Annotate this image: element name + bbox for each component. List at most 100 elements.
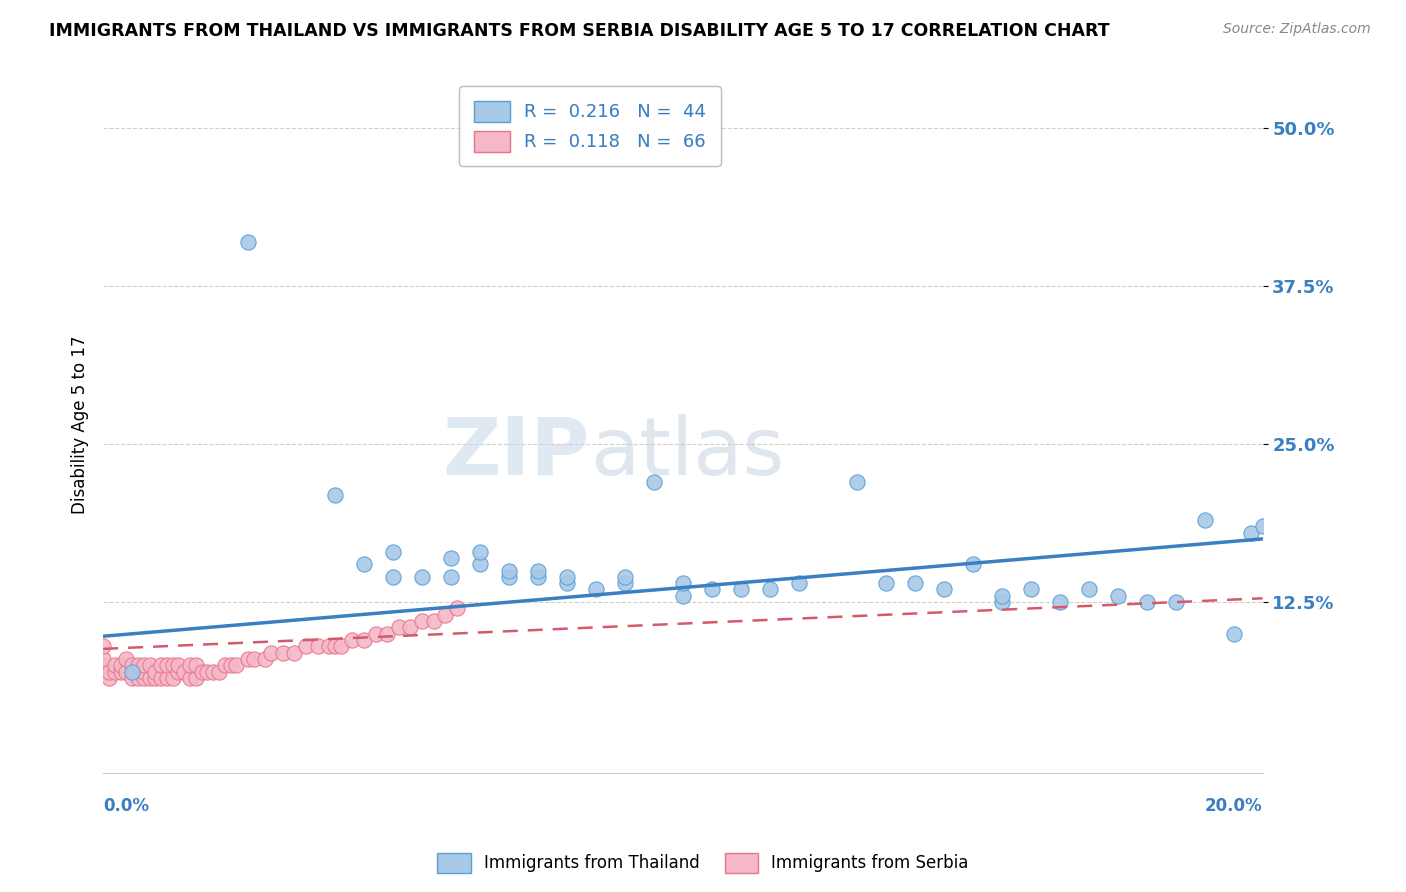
Point <box>121 665 143 679</box>
Point <box>143 665 166 679</box>
Point <box>672 576 695 591</box>
Point <box>121 671 143 685</box>
Point <box>468 557 491 571</box>
Point <box>115 652 138 666</box>
Point <box>845 475 868 489</box>
Point <box>498 564 520 578</box>
Point <box>127 671 149 685</box>
Point <box>613 576 636 591</box>
Point <box>1136 595 1159 609</box>
Point <box>318 640 340 654</box>
Point <box>127 658 149 673</box>
Point <box>1164 595 1187 609</box>
Point <box>434 607 457 622</box>
Point <box>555 570 578 584</box>
Point <box>323 488 346 502</box>
Point <box>91 640 114 654</box>
Point <box>173 665 195 679</box>
Point <box>1019 582 1042 597</box>
Point <box>208 665 231 679</box>
Point <box>179 671 201 685</box>
Point <box>115 665 138 679</box>
Point <box>156 671 179 685</box>
Point <box>91 658 114 673</box>
Point <box>613 570 636 584</box>
Point <box>1049 595 1071 609</box>
Point <box>138 658 160 673</box>
Point <box>150 658 173 673</box>
Point <box>225 658 247 673</box>
Point <box>440 550 463 565</box>
Point <box>643 475 665 489</box>
Point <box>411 614 433 628</box>
Point <box>875 576 897 591</box>
Point <box>388 620 411 634</box>
Point <box>132 658 155 673</box>
Point <box>214 658 236 673</box>
Y-axis label: Disability Age 5 to 17: Disability Age 5 to 17 <box>72 336 89 515</box>
Point <box>527 564 550 578</box>
Point <box>104 658 127 673</box>
Text: Source: ZipAtlas.com: Source: ZipAtlas.com <box>1223 22 1371 37</box>
Point <box>585 582 607 597</box>
Point <box>375 626 398 640</box>
Point <box>1194 513 1216 527</box>
Point <box>468 544 491 558</box>
Point <box>962 557 984 571</box>
Point <box>446 601 468 615</box>
Point <box>1107 589 1129 603</box>
Point <box>904 576 927 591</box>
Point <box>184 658 207 673</box>
Point <box>167 658 190 673</box>
Point <box>162 671 184 685</box>
Point <box>323 640 346 654</box>
Point <box>243 652 266 666</box>
Point <box>236 652 259 666</box>
Point <box>143 671 166 685</box>
Point <box>219 658 242 673</box>
Point <box>422 614 444 628</box>
Point <box>271 646 294 660</box>
Point <box>254 652 277 666</box>
Text: 20.0%: 20.0% <box>1205 797 1263 815</box>
Point <box>110 658 132 673</box>
Point <box>167 665 190 679</box>
Point <box>295 640 318 654</box>
Point <box>399 620 422 634</box>
Point <box>990 595 1012 609</box>
Point <box>759 582 782 597</box>
Point <box>91 665 114 679</box>
Point <box>990 589 1012 603</box>
Point <box>132 665 155 679</box>
Point <box>236 235 259 249</box>
Legend: R =  0.216   N =  44, R =  0.118   N =  66: R = 0.216 N = 44, R = 0.118 N = 66 <box>460 87 721 166</box>
Point <box>382 570 405 584</box>
Point <box>1077 582 1099 597</box>
Point <box>932 582 955 597</box>
Point <box>97 671 120 685</box>
Point <box>411 570 433 584</box>
Point <box>110 665 132 679</box>
Point <box>1240 525 1263 540</box>
Point <box>353 557 375 571</box>
Point <box>138 671 160 685</box>
Point <box>342 633 364 648</box>
Point <box>91 658 114 673</box>
Point <box>700 582 723 597</box>
Point <box>179 658 201 673</box>
Point <box>440 570 463 584</box>
Point <box>353 633 375 648</box>
Point <box>104 665 127 679</box>
Point <box>329 640 352 654</box>
Point <box>91 652 114 666</box>
Point <box>555 576 578 591</box>
Point <box>672 589 695 603</box>
Point <box>150 671 173 685</box>
Point <box>162 658 184 673</box>
Text: atlas: atlas <box>591 414 785 491</box>
Point <box>91 665 114 679</box>
Point <box>156 658 179 673</box>
Point <box>307 640 329 654</box>
Text: 0.0%: 0.0% <box>103 797 149 815</box>
Point <box>190 665 212 679</box>
